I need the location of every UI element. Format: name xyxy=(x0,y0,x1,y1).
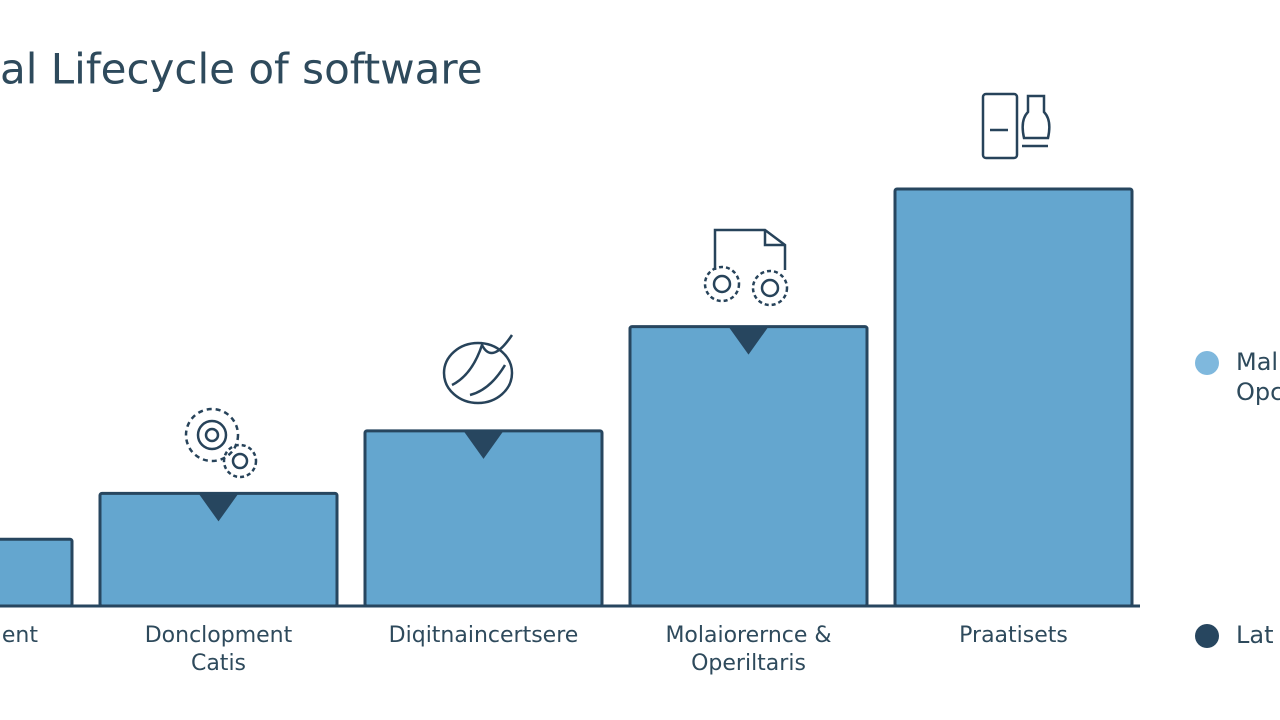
bar-notch xyxy=(463,430,504,459)
x-tick-label: ent xyxy=(2,623,38,648)
icon-document-gears xyxy=(703,228,789,307)
x-tick-label: Praatisets xyxy=(959,623,1068,648)
bar xyxy=(0,537,74,608)
x-tick-label: Molaiorernce & xyxy=(665,623,831,648)
legend-label: Mal xyxy=(1236,348,1278,376)
x-tick-label: Diqitnaincertsere xyxy=(389,623,579,648)
legend-label: Lat xyxy=(1236,621,1274,649)
chart-title: al Lifecycle of software xyxy=(0,45,483,94)
bar-notch xyxy=(728,326,769,355)
legend-marker xyxy=(1195,351,1219,375)
icon-hand xyxy=(442,334,514,405)
bar xyxy=(893,187,1134,608)
x-tick-label: Operiltaris xyxy=(691,651,806,676)
x-tick-label: Donclopment xyxy=(145,623,293,648)
bar xyxy=(628,325,869,608)
icon-gears xyxy=(184,407,258,479)
icon-devices xyxy=(981,92,1051,160)
x-tick-label: Catis xyxy=(191,651,246,676)
bar-notch xyxy=(198,493,239,522)
legend-marker xyxy=(1195,624,1219,648)
legend-label: Opc xyxy=(1236,378,1280,406)
